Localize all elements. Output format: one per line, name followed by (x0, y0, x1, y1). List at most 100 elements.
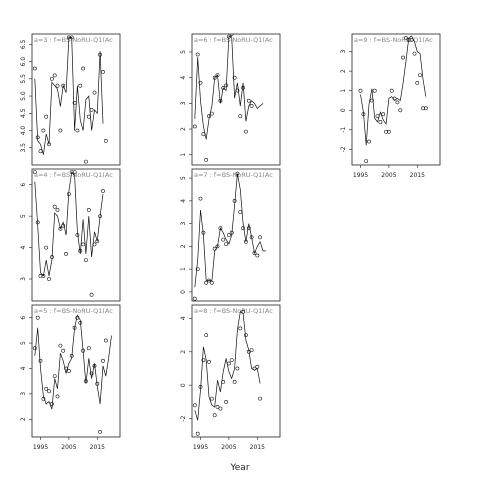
data-point (204, 333, 209, 338)
y-tick-label: 1 (340, 89, 347, 93)
data-point (89, 371, 94, 376)
data-point (32, 66, 37, 71)
y-tick-label: 1 (180, 267, 187, 271)
data-point (415, 81, 420, 85)
y-tick-label: 4 (180, 316, 187, 320)
data-point (84, 159, 88, 164)
data-point (52, 73, 57, 78)
panel-a7: a=7 : f=BS-NoRU-Q1(Ac 0 1 2 3 4 5 (180, 168, 281, 302)
y-tick-label: 2 (180, 244, 187, 248)
data-point (392, 96, 397, 101)
data-point (81, 242, 86, 247)
data-point (243, 333, 248, 338)
data-point (224, 399, 229, 404)
x-tick-label: 1995 (193, 444, 208, 451)
y-tick-label: 5 (180, 176, 187, 180)
data-point (218, 226, 223, 231)
data-point (246, 98, 251, 103)
data-point (423, 106, 428, 111)
data-point (418, 73, 423, 78)
data-point (69, 353, 74, 358)
data-point (215, 244, 220, 249)
x-tick-label: 2005 (381, 172, 396, 179)
data-point (72, 101, 77, 105)
data-point (361, 112, 366, 117)
data-point (229, 230, 234, 235)
panel-title: a=3 : f=BS-NoRU-Q1(Ac (34, 36, 113, 44)
series-line (194, 36, 264, 140)
data-point (72, 170, 77, 175)
data-point (246, 349, 251, 354)
data-point (67, 369, 71, 373)
y-tick-label: 2 (20, 417, 27, 421)
data-point (215, 404, 220, 409)
panel-frame (191, 304, 281, 438)
data-point (35, 315, 40, 320)
data-point (243, 239, 248, 244)
panel-title: a=7 : f=BS-NoRU-Q1(Ac (194, 171, 273, 179)
data-point (35, 135, 40, 140)
data-point (221, 237, 226, 242)
series-line (194, 173, 266, 288)
data-point (61, 223, 66, 228)
data-point (101, 70, 105, 74)
panel-title: a=9 : f=BS-NoRU-Q1(Ac (354, 36, 433, 44)
data-point (58, 128, 63, 133)
panel-a6: a=6 : f=BS-NoRU-Q1(Ac 1 2 3 4 5 (180, 33, 281, 166)
y-tick-label: 5 (20, 214, 27, 218)
data-point (41, 128, 46, 133)
data-point (192, 124, 197, 129)
data-point (41, 396, 46, 401)
data-point (92, 242, 97, 247)
data-point (207, 114, 211, 119)
y-tick-label: 5 (20, 341, 27, 345)
data-point (398, 108, 403, 113)
panel-a4: a=4 : f=BS-NoRU-Q1(Ac 3 4 5 6 (20, 168, 121, 302)
data-point (358, 88, 363, 93)
data-point (378, 120, 383, 124)
x-tick-label: 1995 (353, 172, 368, 179)
data-point (47, 389, 51, 394)
panel-a3: a=3 : f=BS-NoRU-Q1(Ac 3.5 4.0 4.5 5.0 5.5 6.0 6… (20, 33, 121, 166)
y-tick-label: 3 (20, 392, 27, 396)
panel-a8: a=8 : f=BS-NoRU-Q1(Ac -2 0 2 4 1995 2005 2015 (180, 304, 281, 451)
y-tick-label: 2 (180, 127, 187, 131)
y-tick-label: 4 (20, 245, 27, 249)
data-point (101, 189, 105, 193)
data-point (212, 75, 217, 80)
data-point (235, 88, 240, 93)
data-point (32, 346, 37, 351)
data-point (201, 358, 206, 363)
data-point (209, 280, 214, 285)
data-point (75, 233, 80, 237)
data-point (255, 364, 260, 369)
data-point (364, 159, 369, 164)
data-point (384, 129, 389, 134)
data-point (369, 98, 374, 103)
data-point (192, 296, 197, 301)
x-tick-label: 2015 (90, 444, 105, 451)
data-point (207, 359, 211, 364)
data-point (50, 255, 54, 259)
x-axis-title: Year (229, 463, 249, 473)
data-point (238, 210, 243, 215)
data-point (47, 142, 51, 147)
data-point (221, 86, 226, 90)
data-point (375, 114, 380, 119)
data-point (98, 52, 103, 57)
data-point (224, 83, 229, 88)
y-tick-label: 4.5 (20, 108, 27, 118)
panel-title: a=4 : f=BS-NoRU-Q1(Ac (34, 171, 113, 179)
data-point (249, 104, 254, 108)
data-point (221, 379, 226, 384)
data-point (198, 80, 203, 85)
y-tick-label: -2 (180, 415, 187, 421)
panel-frame (191, 168, 281, 302)
data-point (78, 320, 83, 325)
data-point (61, 83, 66, 88)
data-point (98, 429, 103, 434)
data-point (84, 258, 88, 263)
data-point (58, 343, 63, 348)
data-point (226, 233, 231, 237)
